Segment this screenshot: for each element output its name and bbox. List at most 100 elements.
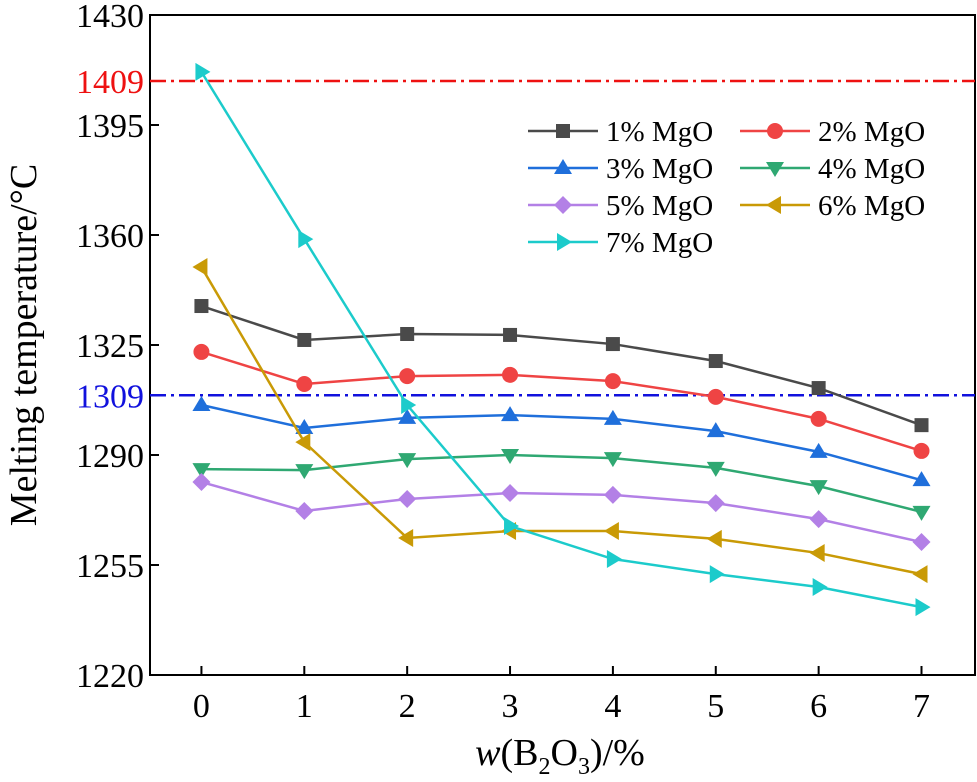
data-point xyxy=(603,522,619,541)
data-point xyxy=(709,565,725,584)
y-tick-label: 1220 xyxy=(76,658,144,695)
data-point xyxy=(195,62,211,81)
series-5 xyxy=(201,480,922,544)
x-tick-label: 0 xyxy=(193,688,210,725)
data-point xyxy=(708,354,723,369)
data-point xyxy=(706,529,722,548)
y-tick-label: 1255 xyxy=(76,548,144,585)
data-point xyxy=(915,598,931,617)
x-axis-label: w(B2O3)/% xyxy=(475,732,645,780)
legend: 1% MgO 2% MgO 3% MgO 4% MgO 5% MgO 6% MgO 7% M… xyxy=(528,116,925,259)
data-point xyxy=(809,544,825,563)
data-point xyxy=(604,373,621,390)
data-point xyxy=(812,578,828,596)
data-point xyxy=(399,368,416,385)
y-axis-label: Melting temperature/°C xyxy=(3,164,45,526)
data-point xyxy=(502,366,519,383)
data-point xyxy=(192,473,211,492)
data-point xyxy=(398,453,417,469)
y-tick-label: 1395 xyxy=(76,108,144,145)
legend-marker xyxy=(554,159,572,174)
data-point xyxy=(192,396,211,412)
data-point xyxy=(914,418,929,433)
data-point xyxy=(295,501,314,520)
data-point xyxy=(809,480,828,496)
data-point xyxy=(603,409,622,425)
data-point xyxy=(192,463,211,479)
legend-label: 5% MgO xyxy=(606,190,713,222)
data-point xyxy=(501,484,520,503)
series-line xyxy=(201,480,922,544)
y-tick-label: 1290 xyxy=(76,438,144,475)
data-point xyxy=(295,464,314,480)
plot-area: 1220 1255 1290 1325 1360 1395 1430 0 1 2 3 4 5 6 7 1409… xyxy=(76,0,976,725)
series-1 xyxy=(201,304,922,427)
data-point xyxy=(912,533,931,552)
data-point xyxy=(295,418,314,434)
y-tick-label: 1360 xyxy=(76,218,144,255)
series-line xyxy=(201,403,922,482)
data-point xyxy=(811,381,826,396)
legend-marker xyxy=(767,123,783,139)
series-line xyxy=(200,266,922,576)
data-point xyxy=(809,442,828,458)
data-point xyxy=(912,471,931,487)
data-point xyxy=(296,375,313,392)
series-4 xyxy=(201,453,922,514)
reference-line-label: 1309 xyxy=(76,378,144,415)
legend-label: 2% MgO xyxy=(818,116,925,148)
data-point xyxy=(606,550,622,569)
series-line xyxy=(201,304,922,427)
legend-marker xyxy=(554,196,572,214)
plot-frame xyxy=(149,14,976,676)
data-point xyxy=(603,452,622,468)
data-point xyxy=(504,517,520,536)
x-tick-label: 7 xyxy=(913,688,930,725)
series-line xyxy=(201,350,922,453)
data-point xyxy=(603,485,622,504)
legend-marker xyxy=(556,124,570,138)
data-point xyxy=(605,337,620,352)
data-point xyxy=(401,396,417,415)
series-7 xyxy=(200,71,922,609)
legend-label: 4% MgO xyxy=(818,153,925,185)
x-tick-label: 2 xyxy=(399,688,416,725)
data-point xyxy=(398,490,417,508)
data-point xyxy=(706,494,725,513)
x-tick-label: 5 xyxy=(707,688,724,725)
data-point xyxy=(706,422,725,438)
legend-label: 3% MgO xyxy=(606,153,713,185)
data-point xyxy=(298,230,314,249)
series-6 xyxy=(200,266,922,576)
data-point xyxy=(295,433,311,452)
data-point xyxy=(501,406,520,422)
x-tick-label: 4 xyxy=(604,688,621,725)
legend-label: 1% MgO xyxy=(606,116,713,148)
x-tick-label: 6 xyxy=(810,688,827,725)
data-point xyxy=(913,442,930,459)
data-point xyxy=(398,408,417,424)
data-point xyxy=(706,461,725,477)
data-point xyxy=(809,510,828,529)
data-point xyxy=(503,327,518,342)
data-point xyxy=(193,343,210,360)
data-point xyxy=(912,565,928,584)
legend-marker xyxy=(766,196,781,214)
data-point xyxy=(707,388,724,405)
legend-marker xyxy=(557,233,572,251)
legend-marker xyxy=(766,162,784,177)
series-3 xyxy=(201,403,922,482)
series-line xyxy=(201,453,922,514)
legend-label: 7% MgO xyxy=(606,227,713,259)
y-tick-label: 1430 xyxy=(76,0,144,35)
data-point xyxy=(810,410,827,427)
reference-line-label: 1409 xyxy=(76,64,144,101)
x-tick-label: 1 xyxy=(296,688,313,725)
series-2 xyxy=(201,350,922,453)
y-tick-label: 1325 xyxy=(76,328,144,365)
series-line xyxy=(200,71,922,609)
data-point xyxy=(912,505,931,521)
data-point xyxy=(192,258,208,277)
legend-label: 6% MgO xyxy=(818,190,925,222)
